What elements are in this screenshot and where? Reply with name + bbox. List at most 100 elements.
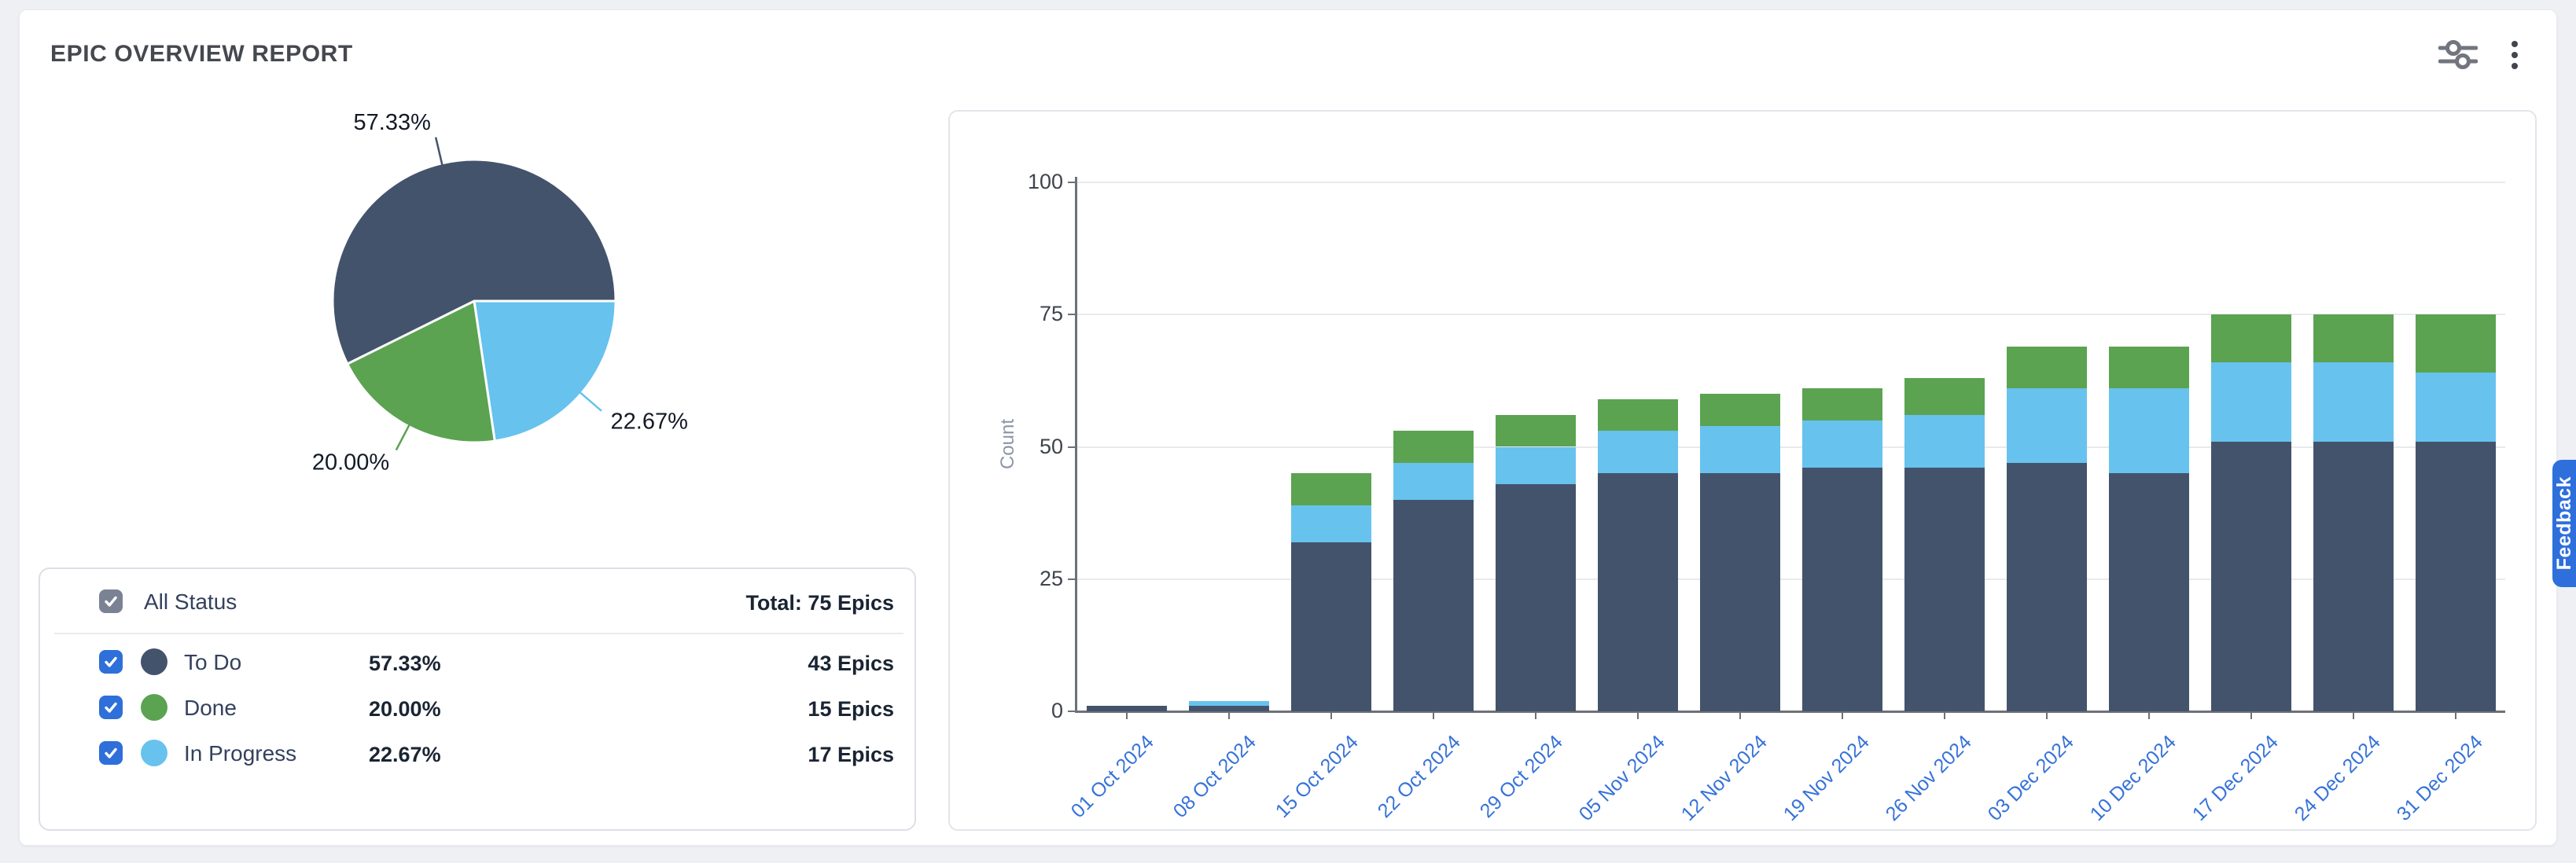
bar-segment-in-progress-7[interactable] [1700, 425, 1780, 474]
bar-segment-to-do-3[interactable] [1291, 542, 1371, 711]
filter-sliders-icon[interactable] [2436, 36, 2480, 74]
all-status-label: All Status [144, 589, 237, 614]
pie-label-leader [579, 391, 602, 412]
total-epics-value: Total: 75 Epics [745, 591, 894, 615]
status-pie-chart: 22.67% 20.00% 57.33% [312, 110, 688, 476]
bar-segment-to-do-9[interactable] [1904, 468, 1985, 711]
y-axis-tick-25 [1068, 578, 1076, 580]
legend-divider [54, 633, 903, 634]
pie-percent-label: 20.00% [312, 450, 389, 475]
bar-segment-to-do-14[interactable] [2416, 441, 2496, 711]
y-axis-label-100: 100 [1027, 170, 1063, 193]
bar-segment-in-progress-2[interactable] [1189, 700, 1269, 707]
inprogress-checkbox[interactable] [99, 741, 123, 765]
bar-segment-to-do-8[interactable] [1802, 468, 1882, 711]
x-axis-tick-3 [1330, 711, 1332, 719]
bar-segment-to-do-6[interactable] [1598, 473, 1678, 711]
y-axis-label-75: 75 [1039, 302, 1063, 326]
y-axis-tick-75 [1068, 314, 1076, 316]
bar-segment-in-progress-8[interactable] [1802, 420, 1882, 468]
y-axis-tick-100 [1068, 182, 1076, 183]
bar-segment-done-9[interactable] [1904, 378, 1985, 416]
bar-segment-to-do-2[interactable] [1189, 706, 1269, 711]
bar-segment-done-7[interactable] [1700, 394, 1780, 426]
y-axis-label-25: 25 [1039, 566, 1063, 590]
bar-segment-in-progress-11[interactable] [2109, 388, 2189, 474]
done-label: Done [184, 696, 237, 720]
done-color-dot [141, 694, 167, 721]
bar-segment-in-progress-5[interactable] [1496, 446, 1576, 484]
todo-checkbox[interactable] [99, 650, 123, 674]
all-status-row: All Status Total: 75 Epics [40, 586, 914, 618]
pie-percent-label: 57.33% [354, 110, 431, 135]
y-axis-line [1075, 177, 1077, 713]
x-axis-tick-12 [2250, 711, 2252, 719]
x-axis-tick-4 [1433, 711, 1434, 719]
feedback-label: Feedback [2552, 476, 2575, 571]
pie-label-leader [434, 137, 443, 165]
gridline-y50 [1076, 446, 2505, 448]
x-axis-tick-14 [2455, 711, 2456, 719]
x-axis-tick-10 [2046, 711, 2048, 719]
x-axis-tick-6 [1637, 711, 1639, 719]
feedback-button[interactable]: Feedback [2552, 460, 2576, 587]
bar-segment-in-progress-10[interactable] [2007, 388, 2087, 463]
x-axis-tick-7 [1739, 711, 1741, 719]
bar-segment-done-6[interactable] [1598, 398, 1678, 432]
bar-segment-done-12[interactable] [2211, 314, 2291, 362]
bar-segment-in-progress-13[interactable] [2313, 362, 2394, 442]
bar-segment-to-do-1[interactable] [1087, 706, 1167, 711]
todo-label: To Do [184, 650, 242, 674]
bar-segment-done-8[interactable] [1802, 388, 1882, 420]
bar-segment-done-4[interactable] [1393, 431, 1474, 463]
pie-slice-in-progress[interactable] [473, 299, 617, 443]
y-axis-label-50: 50 [1039, 434, 1063, 458]
bar-segment-in-progress-12[interactable] [2211, 362, 2291, 442]
bar-segment-done-13[interactable] [2313, 314, 2394, 362]
bar-segment-in-progress-4[interactable] [1393, 462, 1474, 500]
y-axis-label-0: 0 [1051, 699, 1063, 722]
bar-segment-done-10[interactable] [2007, 346, 2087, 389]
pie-label-leader [395, 424, 410, 451]
status-legend-panel: All Status Total: 75 Epics To Do 57.33% … [39, 567, 916, 831]
bar-segment-to-do-5[interactable] [1496, 483, 1576, 711]
done-checkbox[interactable] [99, 696, 123, 719]
inprogress-percent: 22.67% [369, 743, 441, 766]
bar-segment-to-do-4[interactable] [1393, 499, 1474, 711]
bar-segment-done-11[interactable] [2109, 346, 2189, 389]
bar-segment-in-progress-14[interactable] [2416, 373, 2496, 442]
x-axis-tick-2 [1228, 711, 1230, 719]
bar-segment-to-do-12[interactable] [2211, 441, 2291, 711]
bar-segment-to-do-13[interactable] [2313, 441, 2394, 711]
x-axis-line [1075, 711, 2505, 713]
inprogress-label: In Progress [184, 741, 297, 766]
pie-percent-label: 22.67% [611, 409, 688, 434]
bar-segment-done-14[interactable] [2416, 314, 2496, 373]
bar-segment-to-do-7[interactable] [1700, 473, 1780, 711]
bar-segment-to-do-10[interactable] [2007, 462, 2087, 711]
y-axis-title: Count [997, 418, 1019, 470]
more-options-icon[interactable] [2493, 36, 2537, 74]
gridline-y100 [1076, 182, 2505, 183]
legend-row-todo: To Do 57.33% 43 Epics [40, 648, 914, 679]
x-axis-tick-5 [1535, 711, 1536, 719]
x-axis-tick-11 [2148, 711, 2150, 719]
bar-segment-to-do-11[interactable] [2109, 473, 2189, 711]
inprogress-count: 17 Epics [808, 743, 894, 766]
todo-color-dot [141, 648, 167, 675]
legend-row-inprogress: In Progress 22.67% 17 Epics [40, 739, 914, 770]
bar-segment-in-progress-6[interactable] [1598, 431, 1678, 474]
gridline-y25 [1076, 578, 2505, 580]
todo-percent: 57.33% [369, 652, 441, 675]
y-axis-tick-50 [1068, 446, 1076, 448]
bar-segment-done-5[interactable] [1496, 415, 1576, 447]
bar-segment-in-progress-9[interactable] [1904, 415, 1985, 468]
inprogress-color-dot [141, 740, 167, 766]
x-axis-tick-13 [2353, 711, 2354, 719]
page-title: EPIC OVERVIEW REPORT [50, 41, 353, 67]
bar-segment-in-progress-3[interactable] [1291, 505, 1371, 542]
bar-segment-done-3[interactable] [1291, 473, 1371, 505]
done-percent: 20.00% [369, 697, 441, 721]
all-status-checkbox[interactable] [99, 589, 123, 613]
